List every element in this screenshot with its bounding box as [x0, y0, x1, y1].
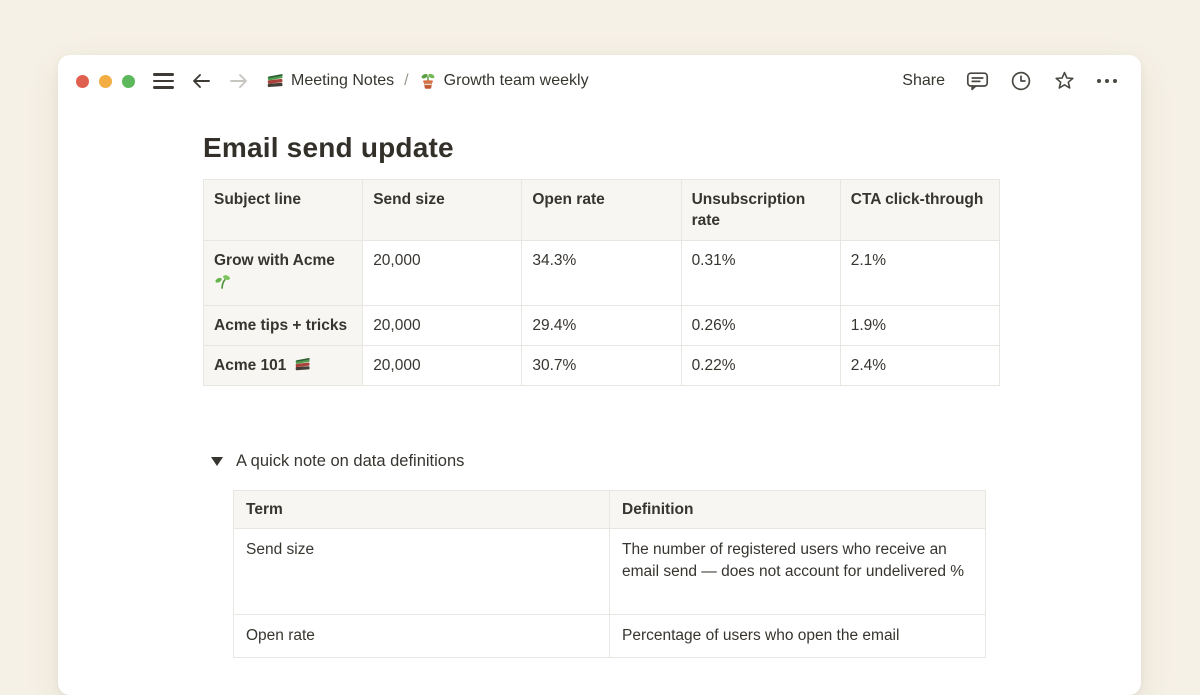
menu-icon[interactable] [153, 73, 174, 89]
breadcrumb-label: Growth team weekly [443, 72, 589, 89]
window-titlebar: Meeting Notes / Growth team weekly [58, 55, 1141, 107]
cell-cta[interactable]: 1.9% [839, 305, 1001, 346]
close-window-button[interactable] [76, 74, 89, 88]
cell-send-size[interactable]: 20,000 [362, 305, 523, 346]
cell-term[interactable]: Send size [233, 528, 610, 615]
breadcrumb-separator: / [404, 72, 409, 89]
column-header-unsub-rate[interactable]: Unsubscription rate [680, 179, 841, 241]
cell-subject[interactable]: Acme 101 [202, 345, 364, 386]
breadcrumb: Meeting Notes / Growth team weekly [266, 72, 589, 90]
books-emoji-icon [294, 356, 312, 374]
zoom-window-button[interactable] [122, 74, 135, 88]
cell-send-size[interactable]: 20,000 [362, 240, 523, 306]
column-header-definition[interactable]: Definition [609, 490, 986, 529]
back-arrow-icon[interactable] [190, 71, 212, 91]
cell-send-size[interactable]: 20,000 [362, 345, 523, 386]
toggle-triangle-icon[interactable] [211, 457, 223, 466]
table-row: Grow with Acme 20,000 34.3% 0.31% 2.1% [202, 240, 1001, 306]
breadcrumb-label: Meeting Notes [291, 72, 395, 89]
email-metrics-table: Subject line Send size Open rate Unsubsc… [202, 179, 1001, 386]
column-header-subject-line[interactable]: Subject line [202, 179, 364, 241]
table-row: Open rate Percentage of users who open t… [233, 614, 986, 658]
star-icon[interactable] [1053, 70, 1076, 92]
table-header-row: Term Definition [233, 490, 986, 529]
cell-cta[interactable]: 2.4% [839, 345, 1001, 386]
cell-unsub-rate[interactable]: 0.22% [680, 345, 841, 386]
table-row: Acme tips + tricks 20,000 29.4% 0.26% 1.… [202, 305, 1001, 346]
column-header-open-rate[interactable]: Open rate [521, 179, 682, 241]
minimize-window-button[interactable] [99, 74, 112, 88]
cell-definition[interactable]: Percentage of users who open the email [609, 614, 986, 658]
comment-icon[interactable] [966, 71, 989, 92]
cell-subject[interactable]: Grow with Acme [202, 240, 364, 306]
cell-open-rate[interactable]: 29.4% [521, 305, 682, 346]
more-options-icon[interactable] [1097, 79, 1117, 83]
traffic-lights [76, 74, 135, 88]
seedling-emoji-icon [214, 273, 232, 291]
table-row: Acme 101 20,000 30.7% 0.22% [202, 345, 1001, 386]
cell-unsub-rate[interactable]: 0.26% [680, 305, 841, 346]
cell-subject[interactable]: Acme tips + tricks [202, 305, 364, 346]
column-header-term[interactable]: Term [233, 490, 610, 529]
page-content: Email send update Subject line Send size… [58, 107, 1141, 658]
cell-open-rate[interactable]: 34.3% [521, 240, 682, 306]
breadcrumb-item-meeting-notes[interactable]: Meeting Notes [266, 72, 394, 90]
cell-open-rate[interactable]: 30.7% [521, 345, 682, 386]
toggle-block[interactable]: A quick note on data definitions [203, 452, 1141, 471]
cell-unsub-rate[interactable]: 0.31% [680, 240, 841, 306]
potted-plant-emoji-icon [419, 72, 437, 90]
column-header-send-size[interactable]: Send size [362, 179, 523, 241]
table-header-row: Subject line Send size Open rate Unsubsc… [202, 179, 1001, 241]
definitions-table: Term Definition Send size The number of … [233, 490, 986, 658]
share-button[interactable]: Share [902, 72, 945, 89]
titlebar-actions: Share [902, 70, 1117, 92]
cell-term[interactable]: Open rate [233, 614, 610, 658]
clock-icon[interactable] [1010, 70, 1032, 92]
toggle-label: A quick note on data definitions [236, 452, 465, 470]
table-row: Send size The number of registered users… [233, 528, 986, 615]
cell-cta[interactable]: 2.1% [839, 240, 1001, 306]
forward-arrow-icon[interactable] [228, 71, 250, 91]
breadcrumb-item-growth-team-weekly[interactable]: Growth team weekly [419, 72, 589, 90]
column-header-cta[interactable]: CTA click-through [839, 179, 1001, 241]
cell-definition[interactable]: The number of registered users who recei… [609, 528, 986, 615]
notion-window: Meeting Notes / Growth team weekly [58, 55, 1141, 695]
page-title: Email send update [203, 132, 454, 163]
books-emoji-icon [266, 72, 284, 90]
